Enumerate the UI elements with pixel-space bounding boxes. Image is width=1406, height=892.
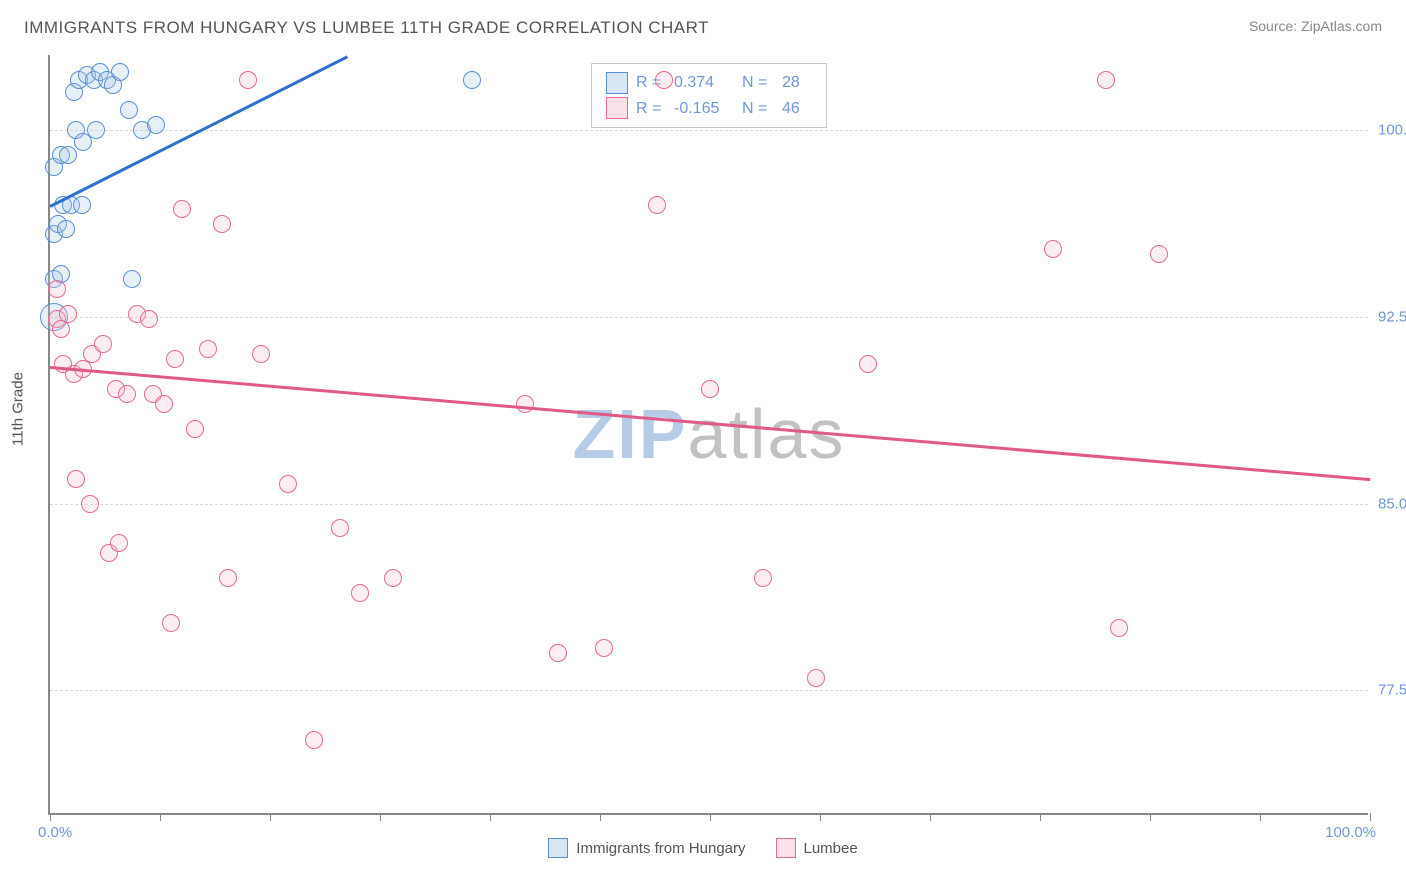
legend-n-value-hungary: 28 bbox=[782, 70, 812, 96]
scatter-point-hungary bbox=[123, 270, 141, 288]
scatter-point-lumbee bbox=[219, 569, 237, 587]
legend-r-label: R = bbox=[636, 96, 666, 122]
scatter-point-hungary bbox=[111, 63, 129, 81]
scatter-point-lumbee bbox=[48, 280, 66, 298]
scatter-point-lumbee bbox=[701, 380, 719, 398]
legend-stat-row-hungary: R =0.374N =28 bbox=[606, 70, 812, 96]
scatter-point-lumbee bbox=[305, 731, 323, 749]
scatter-point-lumbee bbox=[252, 345, 270, 363]
x-tick bbox=[1040, 813, 1041, 821]
x-tick bbox=[270, 813, 271, 821]
scatter-point-lumbee bbox=[384, 569, 402, 587]
legend-swatch-hungary bbox=[548, 838, 568, 858]
scatter-point-lumbee bbox=[1150, 245, 1168, 263]
scatter-point-lumbee bbox=[351, 584, 369, 602]
scatter-point-lumbee bbox=[94, 335, 112, 353]
gridline-h bbox=[50, 504, 1368, 505]
legend-swatch-lumbee bbox=[776, 838, 796, 858]
scatter-point-lumbee bbox=[549, 644, 567, 662]
scatter-point-lumbee bbox=[1044, 240, 1062, 258]
legend-n-label: N = bbox=[742, 70, 774, 96]
source-credit: Source: ZipAtlas.com bbox=[1249, 18, 1382, 34]
x-tick bbox=[1150, 813, 1151, 821]
scatter-point-lumbee bbox=[186, 420, 204, 438]
scatter-point-lumbee bbox=[59, 305, 77, 323]
scatter-point-lumbee bbox=[166, 350, 184, 368]
x-tick bbox=[160, 813, 161, 821]
scatter-point-lumbee bbox=[173, 200, 191, 218]
scatter-point-lumbee bbox=[331, 519, 349, 537]
scatter-point-lumbee bbox=[859, 355, 877, 373]
watermark: ZIPatlas bbox=[573, 394, 846, 474]
gridline-h bbox=[50, 317, 1368, 318]
scatter-point-hungary bbox=[57, 220, 75, 238]
scatter-point-lumbee bbox=[155, 395, 173, 413]
legend-series: Immigrants from Hungary Lumbee bbox=[0, 838, 1406, 858]
x-tick bbox=[820, 813, 821, 821]
scatter-point-lumbee bbox=[279, 475, 297, 493]
legend-series-lumbee: Lumbee bbox=[776, 838, 858, 858]
legend-n-value-lumbee: 46 bbox=[782, 96, 812, 122]
source-prefix: Source: bbox=[1249, 18, 1301, 34]
y-tick-label: 77.5% bbox=[1378, 682, 1406, 699]
scatter-point-hungary bbox=[463, 71, 481, 89]
scatter-point-hungary bbox=[87, 121, 105, 139]
x-tick bbox=[380, 813, 381, 821]
legend-swatch-hungary bbox=[606, 72, 628, 94]
scatter-point-lumbee bbox=[110, 534, 128, 552]
scatter-point-lumbee bbox=[239, 71, 257, 89]
plot-canvas: ZIPatlas R =0.374N =28R =-0.165N =46 100… bbox=[48, 55, 1368, 815]
y-tick-label: 100.0% bbox=[1378, 121, 1406, 138]
x-tick bbox=[930, 813, 931, 821]
scatter-point-hungary bbox=[73, 196, 91, 214]
legend-n-label: N = bbox=[742, 96, 774, 122]
x-tick bbox=[710, 813, 711, 821]
gridline-h bbox=[50, 690, 1368, 691]
y-tick-label: 85.0% bbox=[1378, 495, 1406, 512]
scatter-point-lumbee bbox=[648, 196, 666, 214]
plot-area: ZIPatlas R =0.374N =28R =-0.165N =46 100… bbox=[48, 55, 1368, 815]
legend-r-value-hungary: 0.374 bbox=[674, 70, 734, 96]
scatter-point-lumbee bbox=[807, 669, 825, 687]
chart-title: IMMIGRANTS FROM HUNGARY VS LUMBEE 11TH G… bbox=[24, 18, 709, 38]
scatter-point-lumbee bbox=[1097, 71, 1115, 89]
legend-stats: R = 0.374 N = 28R = -0.165 N = 46 bbox=[591, 63, 827, 128]
x-tick bbox=[490, 813, 491, 821]
scatter-point-lumbee bbox=[655, 71, 673, 89]
legend-swatch-lumbee bbox=[606, 97, 628, 119]
source-link[interactable]: ZipAtlas.com bbox=[1301, 18, 1382, 34]
x-tick bbox=[600, 813, 601, 821]
scatter-point-lumbee bbox=[1110, 619, 1128, 637]
scatter-point-lumbee bbox=[81, 495, 99, 513]
legend-stat-row-lumbee: R = -0.165 N = 46 bbox=[606, 96, 812, 122]
scatter-point-lumbee bbox=[162, 614, 180, 632]
legend-series-hungary: Immigrants from Hungary bbox=[548, 838, 745, 858]
scatter-point-lumbee bbox=[140, 310, 158, 328]
scatter-point-lumbee bbox=[213, 215, 231, 233]
y-axis-label: 11th Grade bbox=[10, 372, 27, 446]
gridline-h bbox=[50, 130, 1368, 131]
legend-r-value-lumbee: -0.165 bbox=[674, 96, 734, 122]
scatter-point-lumbee bbox=[118, 385, 136, 403]
x-tick bbox=[1370, 813, 1371, 821]
scatter-point-hungary bbox=[147, 116, 165, 134]
scatter-point-lumbee bbox=[516, 395, 534, 413]
x-tick bbox=[1260, 813, 1261, 821]
watermark-bold: ZIP bbox=[573, 395, 688, 473]
legend-series-label: Lumbee bbox=[804, 840, 858, 857]
scatter-point-lumbee bbox=[595, 639, 613, 657]
x-tick bbox=[50, 813, 51, 821]
scatter-point-lumbee bbox=[67, 470, 85, 488]
scatter-point-hungary bbox=[120, 101, 138, 119]
y-tick-label: 92.5% bbox=[1378, 308, 1406, 325]
scatter-point-lumbee bbox=[199, 340, 217, 358]
scatter-point-hungary bbox=[59, 146, 77, 164]
scatter-point-lumbee bbox=[754, 569, 772, 587]
legend-series-label: Immigrants from Hungary bbox=[576, 840, 745, 857]
